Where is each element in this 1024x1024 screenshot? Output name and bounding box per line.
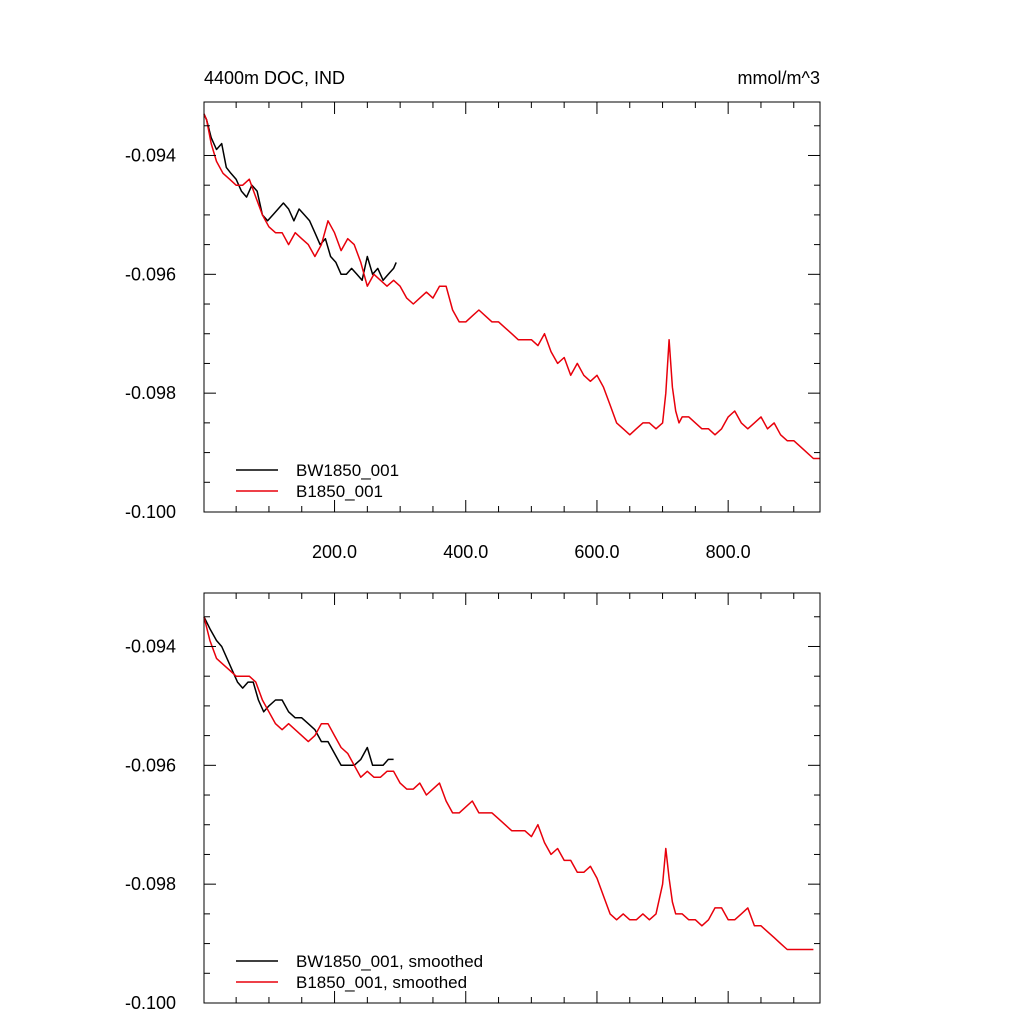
- chart-title: 4400m DOC, IND: [204, 68, 345, 88]
- top-y-tick-label: -0.098: [125, 383, 176, 403]
- bottom-plot-frame: [203, 592, 821, 1004]
- bottom-series-line-1: [203, 616, 814, 951]
- top-plot-frame: [203, 101, 821, 513]
- bottom-panel: -0.094 -0.096 -0.098 -0.100 BW1850_001, smoo…: [125, 592, 821, 1013]
- bottom-series-line-0: [203, 616, 394, 767]
- top-x-tick-label: 600.0: [574, 542, 619, 562]
- bottom-legend-label-0: BW1850_001, smoothed: [296, 952, 483, 971]
- top-panel: -0.094 -0.096 -0.098 -0.100 200.0 400.0 600.0 8…: [125, 101, 821, 562]
- bottom-y-tick-label: -0.096: [125, 755, 176, 775]
- bottom-legend-label-1: B1850_001, smoothed: [296, 973, 467, 992]
- bottom-y-tick-label: -0.098: [125, 874, 176, 894]
- top-y-tick-label: -0.094: [125, 145, 176, 165]
- bottom-y-tick-label: -0.100: [125, 993, 176, 1013]
- top-x-tick-label: 800.0: [706, 542, 751, 562]
- top-legend-label-1: B1850_001: [296, 482, 383, 501]
- top-legend-label-0: BW1850_001: [296, 461, 399, 480]
- top-x-tick-label: 200.0: [312, 542, 357, 562]
- bottom-y-tick-label: -0.094: [125, 636, 176, 656]
- chart-units: mmol/m^3: [738, 68, 820, 88]
- top-y-tick-label: -0.096: [125, 264, 176, 284]
- top-x-tick-label: 400.0: [443, 542, 488, 562]
- top-y-tick-label: -0.100: [125, 502, 176, 522]
- top-series-line-1: [203, 113, 820, 460]
- top-series-line-0: [203, 113, 397, 282]
